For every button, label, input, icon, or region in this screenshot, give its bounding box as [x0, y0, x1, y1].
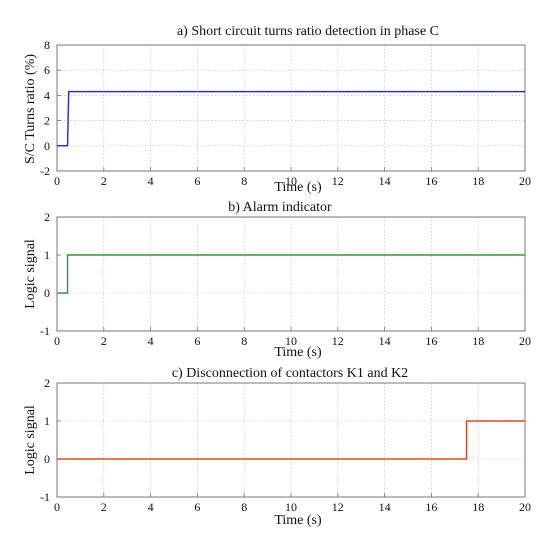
panel-b-xtick-label: 8	[241, 334, 247, 348]
panel-c-title: c) Disconnection of contactors K1 and K2	[172, 366, 408, 381]
panel-a: a) Short circuit turns ratio detection i…	[23, 24, 531, 195]
panel-a-xtick-label: 4	[148, 174, 154, 188]
panel-b-ylabel: Logic signal	[23, 239, 38, 309]
panel-b-xtick-label: 16	[425, 334, 437, 348]
panel-a-ytick-label: 6	[44, 63, 50, 77]
panel-a-xtick-label: 18	[472, 174, 484, 188]
panel-b-title: b) Alarm indicator	[228, 200, 332, 215]
panel-c: c) Disconnection of contactors K1 and K2…	[23, 366, 531, 528]
panel-c-xtick-label: 2	[101, 500, 107, 514]
panel-a-grid	[57, 45, 525, 171]
panel-b-ytick-label: 2	[44, 210, 50, 224]
panel-b-xtick-label: 18	[472, 334, 484, 348]
panel-c-xtick-label: 6	[194, 500, 200, 514]
panel-a-xtick-label: 2	[101, 174, 107, 188]
panel-a-xtick-label: 16	[425, 174, 437, 188]
panel-b-ytick-label: -1	[40, 324, 50, 338]
panel-a-title: a) Short circuit turns ratio detection i…	[177, 24, 439, 39]
panel-a-ytick-label: 0	[44, 139, 50, 153]
panel-c-xtick-label: 16	[425, 500, 437, 514]
panel-c-xtick-label: 18	[472, 500, 484, 514]
panel-a-xtick-label: 20	[519, 174, 531, 188]
panel-b: b) Alarm indicator 0 2 4 6 8 10 12 14 16 18 20 -10…	[23, 200, 531, 360]
panel-b-ytick-label: 0	[44, 286, 50, 300]
panel-b-xtick-label: 10	[285, 334, 297, 348]
panel-b-ytick-label: 1	[44, 248, 50, 262]
panel-a-xtick-label: 6	[194, 174, 200, 188]
panel-a-ylabel: S/C Turns ratio (%)	[23, 54, 38, 164]
panel-c-ytick-label: 0	[44, 452, 50, 466]
panel-c-xtick-label: 12	[332, 500, 344, 514]
panel-c-xtick-label: 10	[285, 500, 297, 514]
panel-c-xtick-label: 20	[519, 500, 531, 514]
panel-b-xlabel: Time (s)	[274, 345, 322, 360]
panel-a-xticks: 0 2 4 6 8 10 12 14 16 18 20	[54, 167, 531, 188]
panel-a-ytick-label: -2	[40, 164, 50, 178]
panel-c-ytick-label: -1	[40, 490, 50, 504]
panel-b-grid	[57, 217, 525, 331]
panel-c-yticks: -1 0 1 2	[40, 376, 61, 504]
panel-b-yticks: -1 0 1 2	[40, 210, 61, 338]
panel-a-xlabel: Time (s)	[274, 180, 322, 195]
panel-c-xticks: 0 2 4 6 8 10 12 14 16 18 20	[54, 493, 531, 514]
panel-c-xtick-label: 4	[148, 500, 154, 514]
panel-c-xtick-label: 0	[54, 500, 60, 514]
panel-b-xtick-label: 0	[54, 334, 60, 348]
panel-b-xtick-label: 4	[148, 334, 154, 348]
panel-a-yticks: -2 0 2 4 6 8	[40, 38, 61, 178]
panel-a-xtick-label: 0	[54, 174, 60, 188]
panel-b-xticks: 0 2 4 6 8 10 12 14 16 18 20	[54, 327, 531, 348]
panel-c-xtick-label: 8	[241, 500, 247, 514]
panel-b-xtick-label: 12	[332, 334, 344, 348]
panel-a-ytick-label: 2	[44, 114, 50, 128]
panel-b-xtick-label: 2	[101, 334, 107, 348]
panel-a-ytick-label: 8	[44, 38, 50, 52]
panel-c-xlabel: Time (s)	[274, 513, 322, 528]
panel-c-series-line	[57, 420, 525, 460]
panel-c-grid	[57, 383, 525, 497]
panel-b-xtick-label: 14	[379, 334, 391, 348]
panel-c-ytick-label: 1	[44, 414, 50, 428]
panel-b-xtick-label: 6	[194, 334, 200, 348]
panel-c-xtick-label: 14	[379, 500, 391, 514]
panel-b-xtick-label: 20	[519, 334, 531, 348]
panel-a-xtick-label: 10	[285, 174, 297, 188]
panel-c-ytick-label: 2	[44, 376, 50, 390]
panel-a-xtick-label: 12	[332, 174, 344, 188]
panel-a-xtick-label: 8	[241, 174, 247, 188]
panel-a-ytick-label: 4	[44, 88, 50, 102]
panel-c-ylabel: Logic signal	[23, 405, 38, 475]
panel-a-series-line	[57, 90, 525, 147]
panel-b-series-line	[57, 254, 525, 294]
panel-a-xtick-label: 14	[379, 174, 391, 188]
